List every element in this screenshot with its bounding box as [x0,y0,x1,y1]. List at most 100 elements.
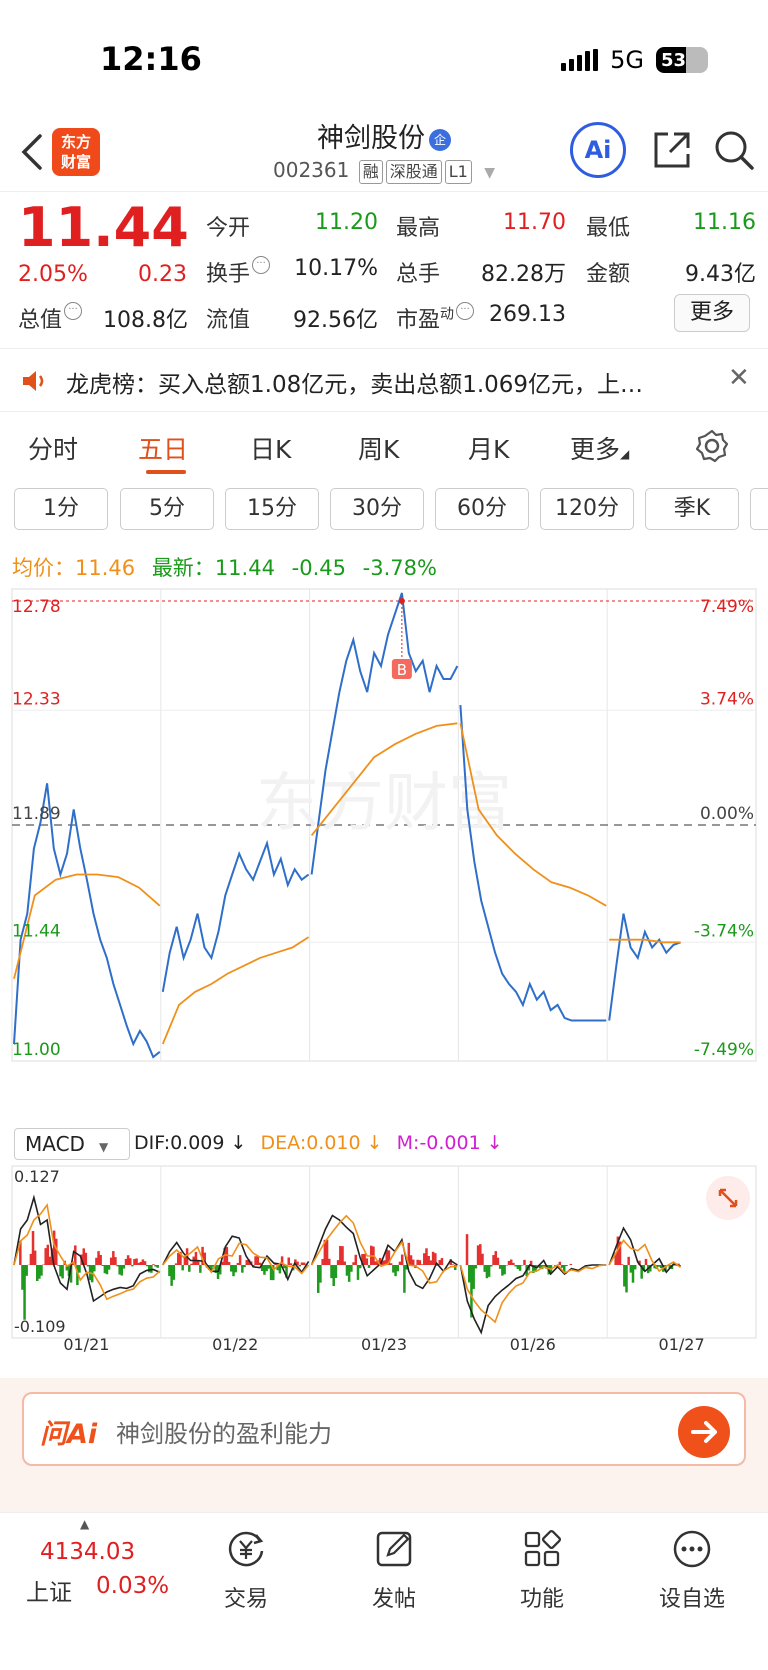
tag-margin: 融 [358,160,383,184]
period-60min[interactable]: 60分 [435,488,529,530]
volume-label: 总手 [396,262,441,287]
dea-line [459,1263,607,1324]
tab-five-day[interactable]: 五日 [138,435,189,464]
settings-icon[interactable] [694,428,730,464]
nav-trade[interactable]: 交易 [186,1513,306,1613]
grid-icon [524,1529,562,1567]
m-label: M: [396,1132,420,1154]
stock-code: 002361 [273,158,350,182]
amount-label: 金额 [586,262,631,287]
send-arrow-icon[interactable] [678,1406,730,1458]
mktcap-label: 总值 ··· [18,302,83,334]
index-value[interactable]: 4134.03 [40,1539,136,1565]
high-point [398,598,405,604]
expand-icon[interactable] [706,1176,750,1220]
x-date-label: 01/26 [510,1335,556,1352]
nav-function[interactable]: 功能 [482,1513,602,1613]
trade-icon [228,1531,264,1567]
tab-monthly-k[interactable]: 月K [468,435,510,464]
search-icon[interactable] [712,128,756,172]
dif-line [13,1194,161,1303]
ask-ai-input[interactable]: 神剑股份的盈利能力 [116,1420,332,1448]
current-price: 11.44 [18,196,189,259]
period-quarter-k[interactable]: 季K [645,488,739,530]
share-icon[interactable] [650,128,694,172]
tab-weekly-k[interactable]: 周K [358,435,400,464]
low-label: 最低 [586,216,631,241]
open-value: 11.20 [315,210,378,235]
dea-line [162,1242,310,1275]
more-button[interactable]: 更多 [674,294,750,332]
avg-line-day-4 [459,723,607,907]
info-icon[interactable]: ··· [252,256,271,274]
nav-add-watchlist[interactable]: 设自选 [632,1513,752,1613]
period-120min[interactable]: 120分 [540,488,634,530]
mktcap-value: 108.8亿 [103,308,188,333]
avg-line-day-3 [310,722,458,836]
close-icon[interactable]: ✕ [728,363,750,393]
buy-marker-label: B [397,661,407,679]
pe-label: 市盈动 ··· [396,302,475,334]
price-chart[interactable]: 东方财富 B 12.78 12.33 11.89 11.44 11.00 7.49% 3.74%… [0,585,768,1125]
price-line-day-4 [459,705,607,1022]
period-15min[interactable]: 15分 [225,488,319,530]
battery-icon: 53 [656,47,708,73]
chart-legend: 均价：11.46 最新：11.44 -0.45 -3.78% [12,552,437,582]
tab-intraday[interactable]: 分时 [28,435,79,464]
stock-name: 神剑股份企 [0,116,768,155]
dif-line [162,1235,310,1282]
y-label-right: 0.00% [700,804,754,824]
back-icon[interactable] [18,132,44,179]
latest-value: 11.44 [214,556,275,580]
period-more[interactable] [750,488,768,530]
y-label-left: 11.00 [12,1040,61,1060]
dea-line [13,1203,161,1301]
y-label-right: -7.49% [694,1040,754,1060]
watermark: 东方财富 [256,767,512,841]
stock-header: 东方财富 神剑股份企 002361 融深股通 L1 ▼ Ai [0,110,768,192]
index-name: 上证 [26,1580,72,1606]
nav-post[interactable]: 发帖 [334,1513,454,1613]
y-label-left: 12.78 [12,597,61,617]
macd-frame [11,1165,757,1339]
dif-line [608,1226,681,1274]
stock-code-row[interactable]: 002361 融深股通 L1 ▼ [0,158,768,184]
company-type-icon: 企 [429,128,451,151]
dif-label: DIF: [134,1132,171,1154]
tab-more[interactable]: 更多◢ [570,435,630,464]
chart-tabs: 分时 五日 日K 周K 月K 更多◢ [0,412,768,476]
ask-ai-box[interactable]: 问Ai 神剑股份的盈利能力 [22,1392,746,1466]
y-label-right: 7.49% [700,597,754,617]
x-date-label: 01/23 [361,1335,407,1352]
volume-value: 82.28万 [481,262,566,287]
dif-line [310,1214,458,1290]
y-label-left: 11.89 [12,804,61,824]
x-date-label: 01/21 [63,1335,109,1352]
period-5min[interactable]: 5分 [120,488,214,530]
info-icon[interactable]: ··· [64,302,83,320]
period-30min[interactable]: 30分 [330,488,424,530]
open-label: 今开 [206,216,251,241]
period-1min[interactable]: 1分 [14,488,108,530]
tag-connect: 深股通 [385,160,442,184]
news-banner[interactable]: 龙虎榜：买入总额1.08亿元，卖出总额1.069亿元，上… ✕ [0,348,768,412]
avg-label: 均价： [12,556,75,580]
status-indicators: 5G 53 [561,46,708,74]
tab-daily-k[interactable]: 日K [250,435,292,464]
ask-ai-logo: 问Ai [40,1419,98,1450]
price-line-day-1 [13,783,161,1059]
bottom-bar: ▲ 4134.03 上证 0.03% 交易 发帖 功能 设自选 [0,1512,768,1670]
change-amount: 0.23 [138,262,187,287]
info-icon[interactable]: ··· [456,302,475,320]
price-line-day-3 [310,592,459,875]
macd-max-label: 0.127 [14,1167,60,1186]
dropdown-icon: ▼ [484,165,495,181]
network-label: 5G [610,46,644,74]
ai-button[interactable]: Ai [570,122,626,178]
float-label: 流值 [206,308,251,333]
x-date-label: 01/27 [659,1335,705,1352]
turnover-label: 换手 ··· [206,256,271,288]
macd-selector[interactable]: MACD ▼ [14,1128,130,1160]
edit-icon [376,1531,412,1567]
